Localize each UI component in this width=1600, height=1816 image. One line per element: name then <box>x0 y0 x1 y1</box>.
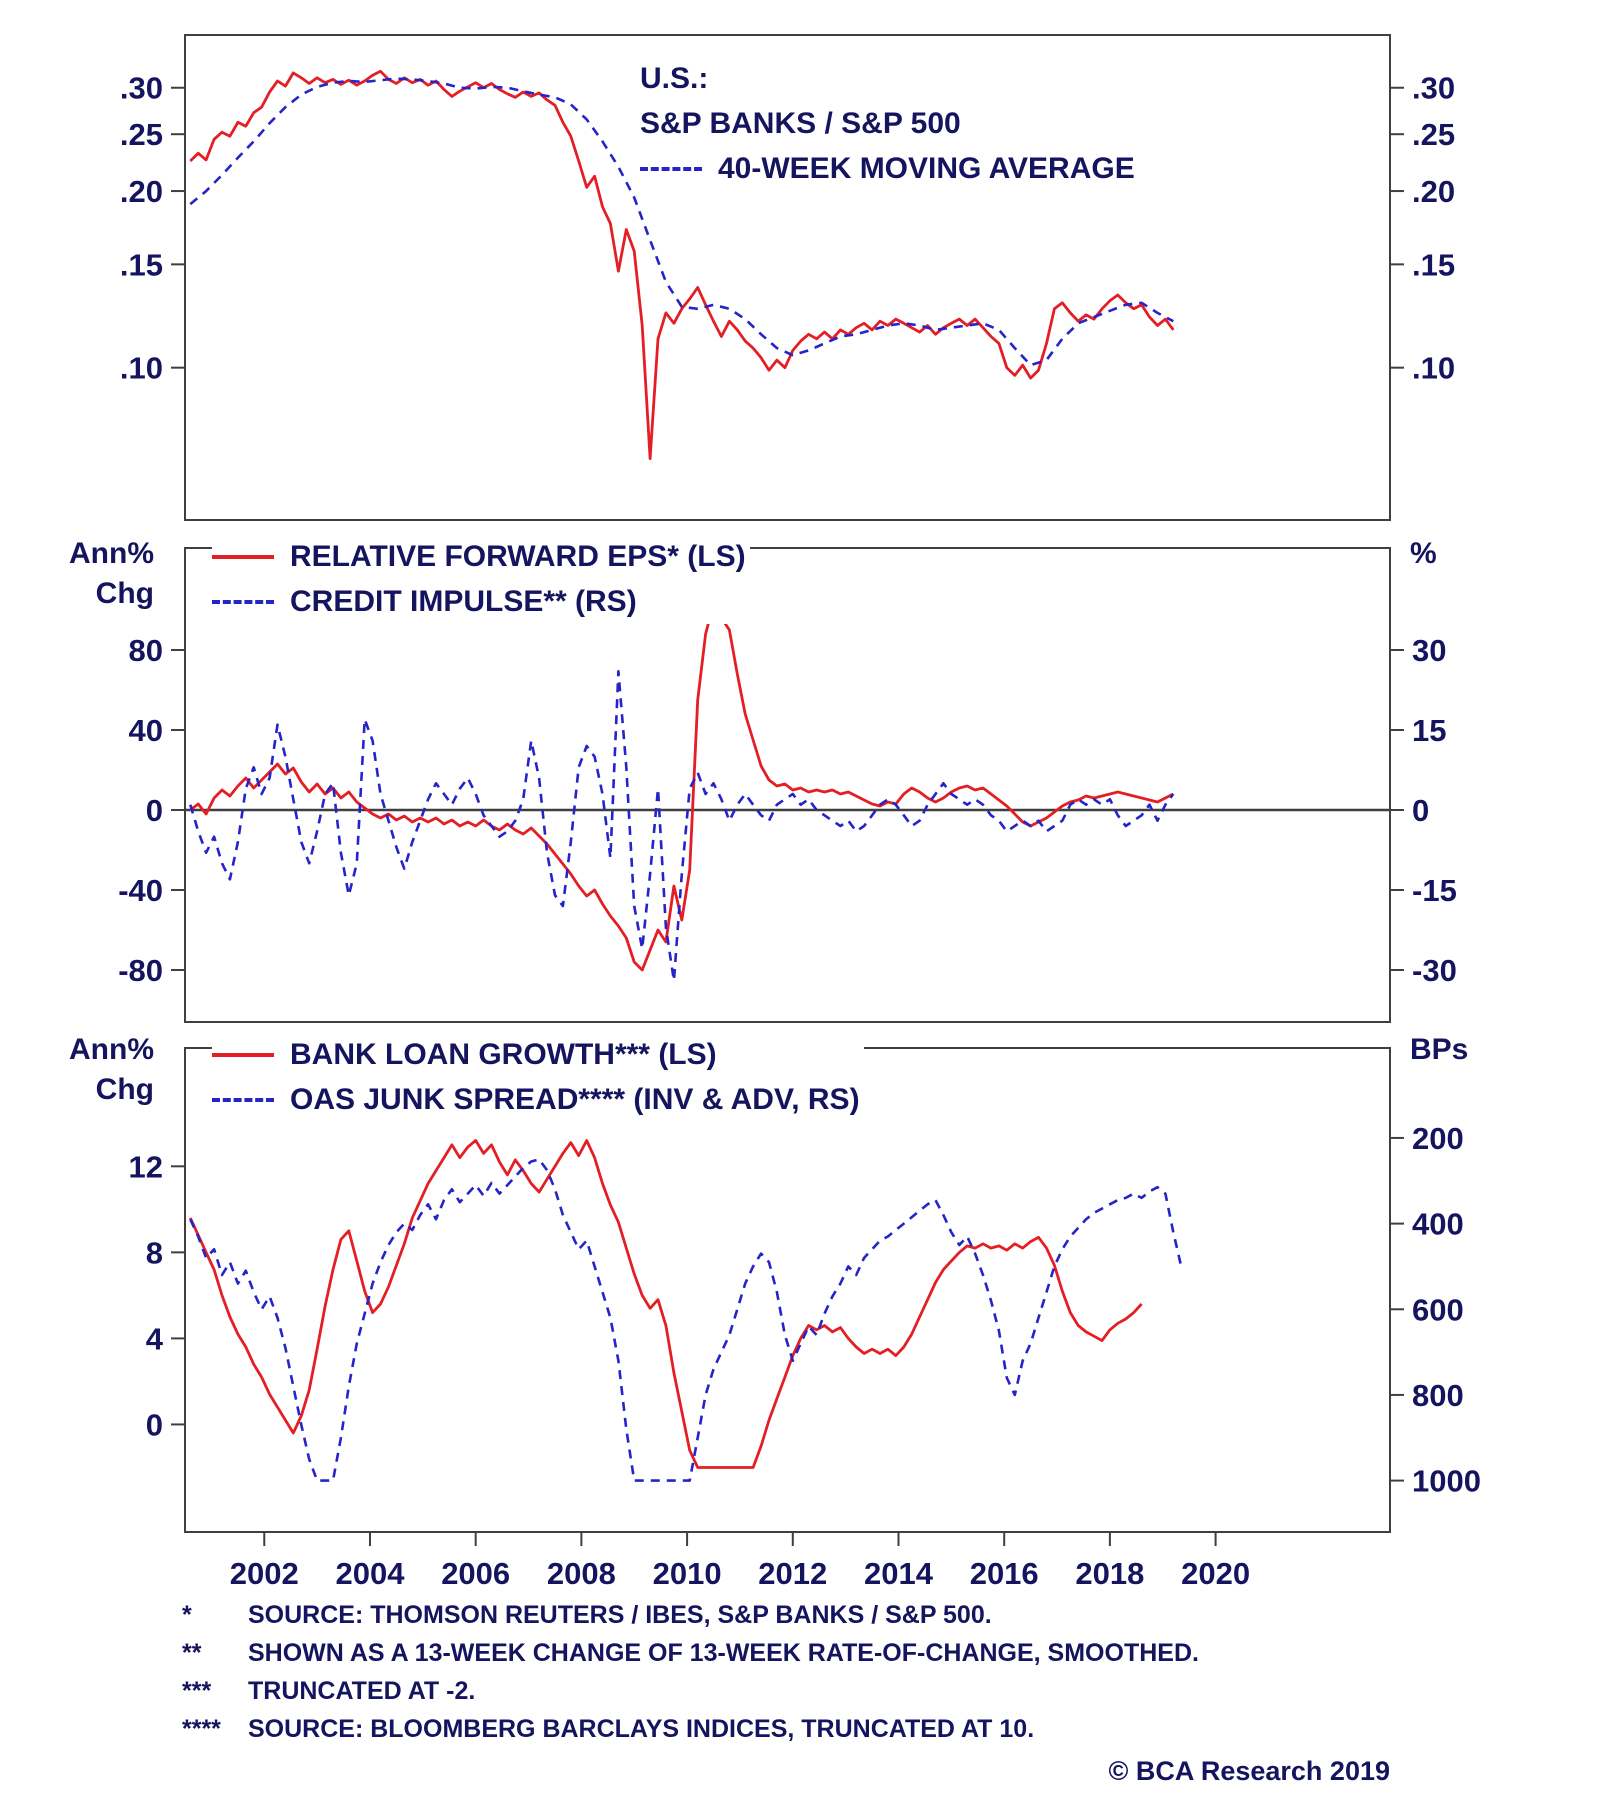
right-axis-tick-label: 600 <box>1412 1292 1464 1327</box>
footnote-line: * SOURCE: THOMSON REUTERS / IBES, S&P BA… <box>182 1596 1199 1634</box>
series-label-relative-forward-eps: RELATIVE FORWARD EPS* (LS) <box>290 539 746 573</box>
right-axis-tick-label: 15 <box>1412 713 1446 748</box>
right-axis-tick-label: 800 <box>1412 1378 1464 1413</box>
left-axis-tick-label: 8 <box>146 1235 163 1270</box>
x-axis-tick-label: 2004 <box>335 1556 405 1591</box>
x-axis-tick-label: 2002 <box>230 1556 299 1591</box>
footnote-text: SHOWN AS A 13-WEEK CHANGE OF 13-WEEK RAT… <box>248 1639 1199 1667</box>
footnote-marker: **** <box>182 1715 221 1743</box>
legend-sample-dashed-blue-icon <box>640 166 702 171</box>
left-axis-tick-label: -80 <box>118 953 163 988</box>
right-axis-tick-label: -30 <box>1412 953 1457 988</box>
left-axis-tick-label: 40 <box>129 713 163 748</box>
x-axis-tick-label: 2010 <box>653 1556 722 1591</box>
series-label-bank-loan-growth: BANK LOAN GROWTH*** (LS) <box>290 1037 717 1071</box>
legend-sample-dashed-blue-icon <box>212 1097 274 1102</box>
right-axis-tick-label: .15 <box>1412 247 1455 282</box>
left-axis-unit-middle-panel: Ann% Chg <box>58 534 154 614</box>
right-axis-tick-label: .20 <box>1412 174 1455 209</box>
series-sp-banks-ratio <box>189 69 1175 461</box>
right-axis-tick-label: .30 <box>1412 71 1455 106</box>
series-ma-40-week <box>189 77 1174 367</box>
legend-top-panel: U.S.: S&P BANKS / S&P 500 40-WEEK MOVING… <box>640 56 1139 191</box>
chart-panel-top: .30 .25 .20 .15 .10 .30 .25 .20 .15 .10 <box>120 34 1455 521</box>
footnote-text: SOURCE: THOMSON REUTERS / IBES, S&P BANK… <box>248 1601 992 1629</box>
left-axis-tick-label: 0 <box>146 1407 163 1442</box>
chart-panel-bottom: 12 8 4 0 200 400 600 800 1000 2002 2004 2006 2008 201… <box>129 1047 1481 1591</box>
right-axis-tick-label: -15 <box>1412 873 1457 908</box>
x-axis-tick-label: 2016 <box>970 1556 1039 1591</box>
legend-row: BANK LOAN GROWTH*** (LS) <box>212 1032 864 1077</box>
footnote-line: *** TRUNCATED AT -2. <box>182 1672 1199 1710</box>
x-axis-tick-label: 2020 <box>1181 1556 1250 1591</box>
copyright-notice: © BCA Research 2019 <box>1108 1756 1390 1786</box>
series-label-oas-junk-spread: OAS JUNK SPREAD**** (INV & ADV, RS) <box>290 1082 860 1116</box>
right-axis-tick-label: .10 <box>1412 351 1455 386</box>
footnote-text: SOURCE: BLOOMBERG BARCLAYS INDICES, TRUN… <box>248 1715 1035 1743</box>
footnote-line: ** SHOWN AS A 13-WEEK CHANGE OF 13-WEEK … <box>182 1634 1199 1672</box>
left-axis-tick-label: .10 <box>120 351 163 386</box>
x-axis-tick-label: 2018 <box>1075 1556 1144 1591</box>
legend-row: CREDIT IMPULSE** (RS) <box>212 579 750 624</box>
right-axis-tick-label: 1000 <box>1412 1464 1481 1499</box>
legend-row: 40-WEEK MOVING AVERAGE <box>640 146 1139 191</box>
right-axis-tick-label: .25 <box>1412 117 1455 152</box>
left-axis-tick-label: -40 <box>118 873 163 908</box>
legend-middle-panel: RELATIVE FORWARD EPS* (LS) CREDIT IMPULS… <box>212 534 750 624</box>
left-axis-tick-label: 0 <box>146 793 163 828</box>
legend-row: OAS JUNK SPREAD**** (INV & ADV, RS) <box>212 1077 864 1122</box>
series-label-banks-ratio: S&P BANKS / S&P 500 <box>640 106 961 140</box>
series-relative-forward-eps <box>189 602 1174 972</box>
axis-unit-line: Ann% <box>69 537 154 570</box>
series-label-credit-impulse: CREDIT IMPULSE** (RS) <box>290 584 637 618</box>
plot-border <box>184 34 1391 521</box>
right-axis-unit-middle-panel: % <box>1410 537 1437 570</box>
x-axis-tick-label: 2014 <box>864 1556 934 1591</box>
plot-border <box>184 547 1391 1023</box>
chart-panel-middle: 80 40 0 -40 -80 30 15 0 -15 -30 <box>118 547 1457 1023</box>
legend-row: RELATIVE FORWARD EPS* (LS) <box>212 534 750 579</box>
legend-bottom-panel: BANK LOAN GROWTH*** (LS) OAS JUNK SPREAD… <box>212 1032 864 1122</box>
left-axis-tick-label: .30 <box>120 71 163 106</box>
axis-unit-line: Ann% <box>69 1033 154 1066</box>
left-axis-tick-label: .20 <box>120 174 163 209</box>
legend-sample-solid-red-icon <box>212 1052 274 1057</box>
footnote-marker: *** <box>182 1677 212 1705</box>
footnote-text: TRUNCATED AT -2. <box>248 1677 476 1705</box>
right-axis-tick-label: 30 <box>1412 633 1446 668</box>
footnote-marker: ** <box>182 1639 202 1667</box>
left-axis-tick-label: 80 <box>129 633 163 668</box>
x-axis-tick-label: 2012 <box>758 1556 827 1591</box>
footnotes: * SOURCE: THOMSON REUTERS / IBES, S&P BA… <box>182 1596 1199 1748</box>
series-label-moving-average: 40-WEEK MOVING AVERAGE <box>718 151 1135 185</box>
right-axis-tick-label: 200 <box>1412 1121 1464 1156</box>
left-axis-tick-label: 4 <box>146 1321 164 1356</box>
legend-sample-solid-red-icon <box>212 554 274 559</box>
left-axis-unit-bottom-panel: Ann% Chg <box>58 1030 154 1110</box>
region-label: U.S.: <box>640 61 709 95</box>
x-axis-tick-label: 2006 <box>441 1556 510 1591</box>
legend-row: S&P BANKS / S&P 500 <box>640 101 1139 146</box>
left-axis-tick-label: .25 <box>120 117 163 152</box>
series-bank-loan-growth <box>189 1139 1143 1469</box>
legend-row: U.S.: <box>640 56 1139 101</box>
series-oas-junk-spread <box>189 1158 1183 1482</box>
series-credit-impulse <box>189 670 1175 983</box>
left-axis-tick-label: 12 <box>129 1149 163 1184</box>
axis-unit-line: Chg <box>95 1073 154 1106</box>
right-axis-tick-label: 0 <box>1412 793 1429 828</box>
footnote-line: **** SOURCE: BLOOMBERG BARCLAYS INDICES,… <box>182 1710 1199 1748</box>
right-axis-unit-bottom-panel: BPs <box>1410 1033 1469 1066</box>
right-axis-tick-label: 400 <box>1412 1207 1464 1242</box>
x-axis-tick-label: 2008 <box>547 1556 616 1591</box>
legend-sample-dashed-blue-icon <box>212 599 274 604</box>
footnote-marker: * <box>182 1601 192 1629</box>
axis-unit-line: Chg <box>95 577 154 610</box>
left-axis-tick-label: .15 <box>120 247 163 282</box>
